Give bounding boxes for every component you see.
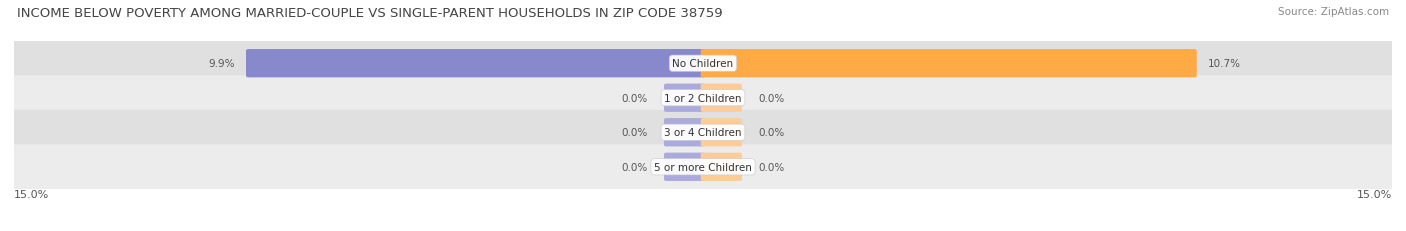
Text: 0.0%: 0.0%	[621, 162, 648, 172]
Text: 0.0%: 0.0%	[621, 128, 648, 138]
Text: 1 or 2 Children: 1 or 2 Children	[664, 93, 742, 103]
FancyBboxPatch shape	[7, 110, 1399, 155]
FancyBboxPatch shape	[664, 119, 706, 147]
FancyBboxPatch shape	[700, 153, 742, 181]
FancyBboxPatch shape	[700, 119, 742, 147]
Text: 15.0%: 15.0%	[14, 189, 49, 199]
Text: 0.0%: 0.0%	[758, 128, 785, 138]
Text: Source: ZipAtlas.com: Source: ZipAtlas.com	[1278, 7, 1389, 17]
FancyBboxPatch shape	[700, 84, 742, 112]
Text: INCOME BELOW POVERTY AMONG MARRIED-COUPLE VS SINGLE-PARENT HOUSEHOLDS IN ZIP COD: INCOME BELOW POVERTY AMONG MARRIED-COUPL…	[17, 7, 723, 20]
Text: 10.7%: 10.7%	[1208, 59, 1241, 69]
FancyBboxPatch shape	[7, 76, 1399, 121]
FancyBboxPatch shape	[664, 153, 706, 181]
Text: 0.0%: 0.0%	[621, 93, 648, 103]
Text: 5 or more Children: 5 or more Children	[654, 162, 752, 172]
FancyBboxPatch shape	[664, 84, 706, 112]
Text: 9.9%: 9.9%	[208, 59, 235, 69]
FancyBboxPatch shape	[246, 50, 706, 78]
FancyBboxPatch shape	[700, 50, 1197, 78]
FancyBboxPatch shape	[7, 42, 1399, 86]
Text: 15.0%: 15.0%	[1357, 189, 1392, 199]
FancyBboxPatch shape	[7, 145, 1399, 189]
Text: No Children: No Children	[672, 59, 734, 69]
Text: 3 or 4 Children: 3 or 4 Children	[664, 128, 742, 138]
Text: 0.0%: 0.0%	[758, 93, 785, 103]
Text: 0.0%: 0.0%	[758, 162, 785, 172]
